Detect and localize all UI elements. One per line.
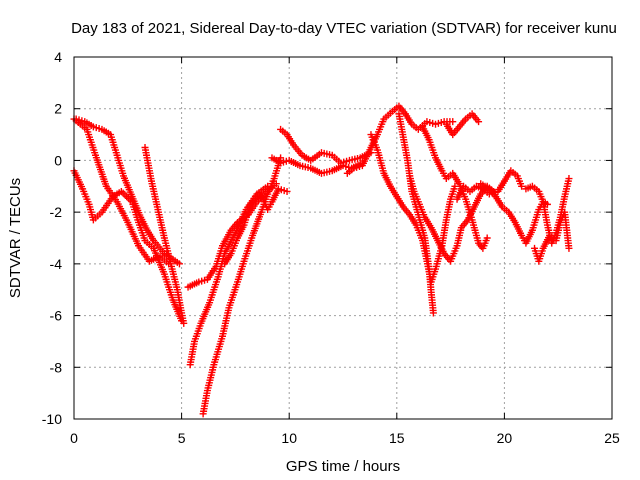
y-tick-label: 2 xyxy=(54,101,62,117)
data-point xyxy=(483,234,491,242)
series-track-18 xyxy=(477,180,551,247)
data-point xyxy=(175,260,183,268)
series-track-4 xyxy=(141,144,188,327)
data-point xyxy=(272,180,280,188)
y-axis-label: SDTVAR / TECUs xyxy=(7,178,24,298)
series-track-3 xyxy=(70,167,186,325)
x-tick-label: 15 xyxy=(389,430,405,446)
data-point xyxy=(429,309,437,317)
series-track-17 xyxy=(453,167,526,203)
plot-frame xyxy=(73,56,613,420)
x-tick-label: 5 xyxy=(178,430,186,446)
series-track-6 xyxy=(199,154,285,418)
data-point xyxy=(283,187,291,195)
series-track-14 xyxy=(406,172,498,265)
series-track-20 xyxy=(531,208,573,265)
x-axis-label: GPS time / hours xyxy=(286,458,400,475)
y-tick-label: 4 xyxy=(54,49,62,65)
x-tick-label: 0 xyxy=(70,430,78,446)
chart-title: Day 183 of 2021, Sidereal Day-to-day VTE… xyxy=(71,20,617,37)
y-tick-label: 0 xyxy=(54,152,62,168)
series-track-5 xyxy=(186,182,272,369)
data-point xyxy=(518,182,526,190)
series-track-9 xyxy=(277,125,375,167)
data-point xyxy=(449,118,457,126)
data-point xyxy=(180,319,188,327)
series-track-11 xyxy=(343,102,457,177)
series-track-8 xyxy=(221,185,291,268)
y-tick-label: -8 xyxy=(50,359,63,375)
series-track-16 xyxy=(442,110,483,139)
series-track-12 xyxy=(367,131,459,286)
y-tick-label: -2 xyxy=(50,204,63,220)
grid-lines xyxy=(74,57,612,419)
data-point xyxy=(565,244,573,252)
x-tick-label: 20 xyxy=(497,430,513,446)
series-track-15 xyxy=(419,123,491,252)
data-point xyxy=(565,175,573,183)
y-tick-label: -4 xyxy=(50,256,63,272)
axis-ticks: 0 5 10 15 20 25 -10 -8 -6 -4 -2 0 2 4 xyxy=(42,49,620,446)
data-point xyxy=(475,118,483,126)
x-tick-label: 10 xyxy=(281,430,297,446)
y-tick-label: -6 xyxy=(50,308,63,324)
y-tick-label: -10 xyxy=(42,411,62,427)
series-track-7 xyxy=(184,180,280,291)
data-markers xyxy=(70,102,573,418)
x-tick-label: 25 xyxy=(604,430,620,446)
